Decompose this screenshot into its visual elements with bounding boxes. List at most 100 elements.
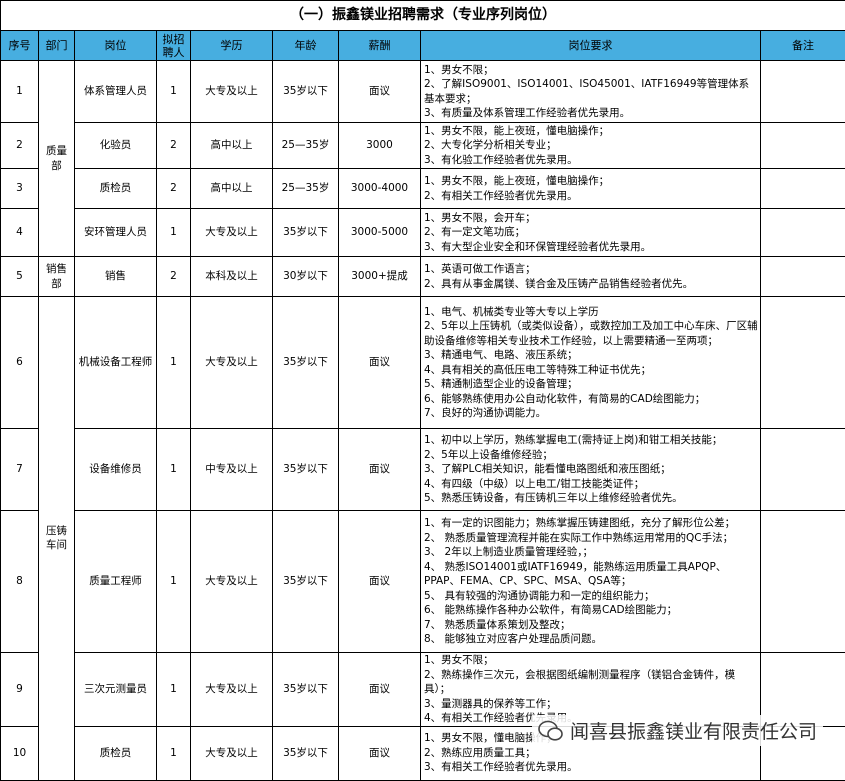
- cell-count: 1: [157, 726, 191, 780]
- requirement-line: 3、量测器具的保养等工作；: [424, 697, 758, 712]
- requirement-line: 5、 具有较强的沟通协调能力和一定的组织能力；: [424, 589, 758, 604]
- column-header: 备注: [761, 31, 845, 61]
- cell-requirements: 1、初中以上学历，熟练掌握电工(需持证上岗)和钳工相关技能；2、5年以上设备维修…: [421, 429, 761, 511]
- requirement-line: 4、具有相关的高低压电工等特殊工种证书优先；: [424, 363, 758, 378]
- cell-count: 2: [157, 257, 191, 297]
- cell-note: [761, 429, 845, 511]
- requirement-line: 2、有一定文笔功底；: [424, 225, 758, 240]
- cell-no: 9: [1, 653, 39, 727]
- cell-education: 大专及以上: [191, 297, 273, 429]
- cell-count: 1: [157, 429, 191, 511]
- cell-salary: 3000: [339, 123, 421, 169]
- cell-count: 1: [157, 209, 191, 257]
- requirement-line: 2、5年以上设备维修经验；: [424, 448, 758, 463]
- cell-title: 销售: [75, 257, 157, 297]
- requirement-line: 7、良好的沟通协调能力。: [424, 406, 758, 421]
- cell-education: 大专及以上: [191, 511, 273, 653]
- watermark-text: 闻喜县振鑫镁业有限责任公司: [570, 717, 817, 744]
- cell-education: 大专及以上: [191, 61, 273, 123]
- requirement-line: 4、 熟悉ISO14001或IATF16949，能熟练运用质量工具APQP、PP…: [424, 560, 758, 589]
- cell-age: 30岁以下: [273, 257, 339, 297]
- requirement-line: 1、男女不限，会开车；: [424, 211, 758, 226]
- cell-no: 1: [1, 61, 39, 123]
- cell-note: [761, 169, 845, 209]
- cell-no: 10: [1, 726, 39, 780]
- cell-requirements: 1、英语可做工作语言；2、具有从事金属镁、镁合金及压铸产品销售经验者优先。: [421, 257, 761, 297]
- cell-salary: 面议: [339, 511, 421, 653]
- requirement-line: 3、有大型企业安全和环保管理经验者优先录用。: [424, 240, 758, 255]
- cell-education: 大专及以上: [191, 726, 273, 780]
- cell-no: 4: [1, 209, 39, 257]
- requirement-line: 5、熟悉压铸设备，有压铸机三年以上维修经验者优先。: [424, 491, 758, 506]
- wechat-icon: [538, 720, 564, 742]
- cell-salary: 3000-5000: [339, 209, 421, 257]
- cell-education: 本科及以上: [191, 257, 273, 297]
- cell-title: 质检员: [75, 169, 157, 209]
- column-header: 学历: [191, 31, 273, 61]
- cell-title: 安环管理人员: [75, 209, 157, 257]
- cell-age: 35岁以下: [273, 297, 339, 429]
- requirement-line: 3、有质量及体系管理工作经验者优先录用。: [424, 106, 758, 121]
- cell-age: 35岁以下: [273, 653, 339, 727]
- cell-count: 1: [157, 297, 191, 429]
- cell-age: 35岁以下: [273, 61, 339, 123]
- requirement-line: 1、男女不限，能上夜班，懂电脑操作；: [424, 174, 758, 189]
- cell-salary: 3000-4000: [339, 169, 421, 209]
- cell-note: [761, 123, 845, 169]
- requirement-line: 1、电气、机械类专业等大专以上学历: [424, 305, 758, 320]
- cell-no: 2: [1, 123, 39, 169]
- cell-requirements: 1、男女不限，能上夜班，懂电脑操作；2、大专化学分析相关专业；3、有化验工作经验…: [421, 123, 761, 169]
- cell-title: 质检员: [75, 726, 157, 780]
- cell-note: [761, 297, 845, 429]
- cell-count: 2: [157, 123, 191, 169]
- requirement-line: 2、熟练操作三次元，会根据图纸编制测量程序（镁铝合金铸件，模具）；: [424, 668, 758, 697]
- cell-note: [761, 209, 845, 257]
- cell-age: 35岁以下: [273, 429, 339, 511]
- requirement-line: 7、 熟悉质量体系策划及整改；: [424, 618, 758, 633]
- cell-salary: 3000+提成: [339, 257, 421, 297]
- cell-salary: 面议: [339, 297, 421, 429]
- cell-education: 高中以上: [191, 123, 273, 169]
- cell-no: 6: [1, 297, 39, 429]
- cell-title: 机械设备工程师: [75, 297, 157, 429]
- cell-age: 35岁以下: [273, 209, 339, 257]
- cell-count: 1: [157, 653, 191, 727]
- column-header: 薪酬: [339, 31, 421, 61]
- cell-age: 35岁以下: [273, 726, 339, 780]
- cell-education: 大专及以上: [191, 209, 273, 257]
- cell-no: 5: [1, 257, 39, 297]
- header-row: 序号部门岗位拟招聘人学历年龄薪酬岗位要求备注: [1, 31, 845, 61]
- cell-title: 化验员: [75, 123, 157, 169]
- column-header: 年龄: [273, 31, 339, 61]
- column-header: 岗位: [75, 31, 157, 61]
- requirement-line: 2、有相关工作经验者优先录用。: [424, 189, 758, 204]
- cell-note: [761, 61, 845, 123]
- column-header: 部门: [39, 31, 75, 61]
- requirement-line: 3、精通电气、电路、液压系统；: [424, 348, 758, 363]
- requirement-line: 3、了解PLC相关知识，能看懂电路图纸和液压图纸；: [424, 462, 758, 477]
- cell-department: 压铸车间: [39, 297, 75, 781]
- cell-title: 三次元测量员: [75, 653, 157, 727]
- requirement-line: 6、 能熟练操作各种办公软件，有简易CAD绘图能力；: [424, 603, 758, 618]
- requirement-line: 2、具有从事金属镁、镁合金及压铸产品销售经验者优先。: [424, 277, 758, 292]
- column-header: 拟招聘人: [157, 31, 191, 61]
- requirement-line: 2、大专化学分析相关专业；: [424, 138, 758, 153]
- requirement-line: 4、有四级（中级）以上电工/钳工技能类证件；: [424, 477, 758, 492]
- cell-salary: 面议: [339, 653, 421, 727]
- cell-age: 25—35岁: [273, 169, 339, 209]
- cell-education: 中专及以上: [191, 429, 273, 511]
- cell-requirements: 1、男女不限，能上夜班，懂电脑操作；2、有相关工作经验者优先录用。: [421, 169, 761, 209]
- cell-department: 销售部: [39, 257, 75, 297]
- cell-salary: 面议: [339, 61, 421, 123]
- requirement-line: 5、精通制造型企业的设备管理；: [424, 377, 758, 392]
- cell-salary: 面议: [339, 429, 421, 511]
- cell-age: 25—35岁: [273, 123, 339, 169]
- cell-requirements: 1、男女不限，会开车；2、有一定文笔功底；3、有大型企业安全和环保管理经验者优先…: [421, 209, 761, 257]
- column-header: 岗位要求: [421, 31, 761, 61]
- requirement-line: 1、男女不限，能上夜班，懂电脑操作；: [424, 124, 758, 139]
